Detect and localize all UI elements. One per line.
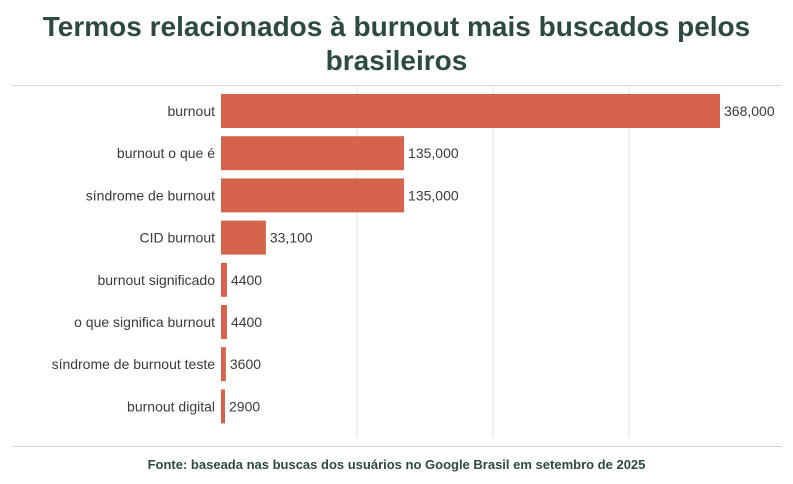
bar bbox=[221, 136, 405, 171]
bar bbox=[221, 347, 226, 382]
value-label: 135,000 bbox=[408, 145, 459, 161]
bar bbox=[221, 262, 227, 297]
source-note: Fonte: baseada nas buscas dos usuários n… bbox=[147, 457, 646, 472]
bottom-divider bbox=[12, 446, 782, 447]
bar bbox=[221, 94, 720, 128]
bar bbox=[221, 220, 266, 255]
bar bbox=[221, 389, 225, 424]
bar bbox=[221, 178, 405, 213]
value-label: 4400 bbox=[231, 272, 262, 288]
category-label: síndrome de burnout bbox=[86, 187, 215, 203]
bar bbox=[221, 305, 227, 339]
labels: burnout 368,000 burnout o que é 135,000 sínd… bbox=[52, 103, 775, 414]
category-label: burnout bbox=[168, 103, 216, 119]
category-label: burnout digital bbox=[127, 398, 215, 414]
value-label: 3600 bbox=[230, 356, 261, 372]
value-label: 4400 bbox=[231, 314, 262, 330]
bar-chart: burnout 368,000 burnout o que é 135,000 sínd… bbox=[52, 86, 775, 438]
value-label: 135,000 bbox=[408, 187, 459, 203]
chart-title: Termos relacionados à burnout mais busca… bbox=[42, 11, 751, 76]
value-label: 368,000 bbox=[724, 103, 775, 119]
category-label: o que significa burnout bbox=[74, 314, 215, 330]
category-label: síndrome de burnout teste bbox=[52, 356, 216, 372]
value-label: 2900 bbox=[229, 398, 260, 414]
top-divider bbox=[12, 85, 782, 86]
value-label: 33,100 bbox=[270, 230, 313, 246]
bars bbox=[221, 94, 720, 424]
category-label: CID burnout bbox=[140, 230, 216, 246]
category-label: burnout o que é bbox=[117, 145, 215, 161]
category-label: burnout significado bbox=[97, 272, 215, 288]
